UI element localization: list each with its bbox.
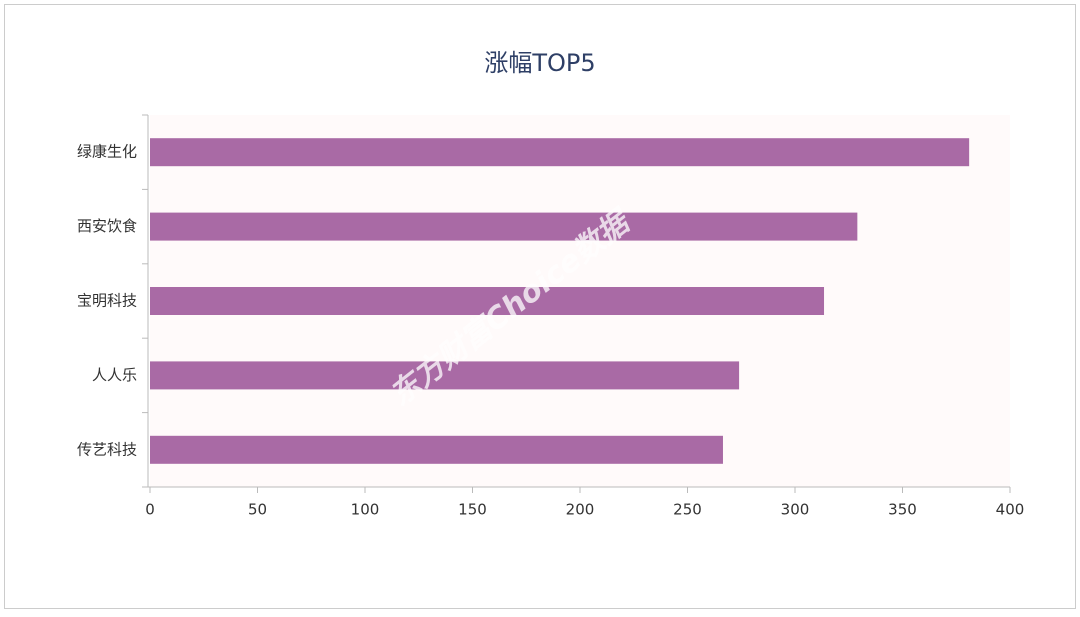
y-tick-label: 宝明科技 [77,292,137,310]
x-tick-label: 50 [248,501,267,519]
x-tick-label: 400 [996,501,1025,519]
bar [150,287,825,315]
bar [150,361,740,390]
bar [150,138,970,167]
x-tick-label: 350 [888,501,917,519]
y-tick-label: 传艺科技 [77,440,137,458]
y-tick-label: 人人乐 [92,366,137,384]
x-tick-label: 100 [351,501,380,519]
x-tick-label: 150 [458,501,487,519]
bar [150,435,723,464]
x-tick-label: 0 [145,501,155,519]
x-tick-label: 200 [566,501,595,519]
y-tick-label: 西安饮食 [77,217,137,235]
chart-title: 涨幅TOP5 [484,49,595,77]
y-tick-label: 绿康生化 [77,143,137,161]
x-tick-label: 300 [781,501,810,519]
bar [150,212,858,241]
x-tick-label: 250 [673,501,702,519]
